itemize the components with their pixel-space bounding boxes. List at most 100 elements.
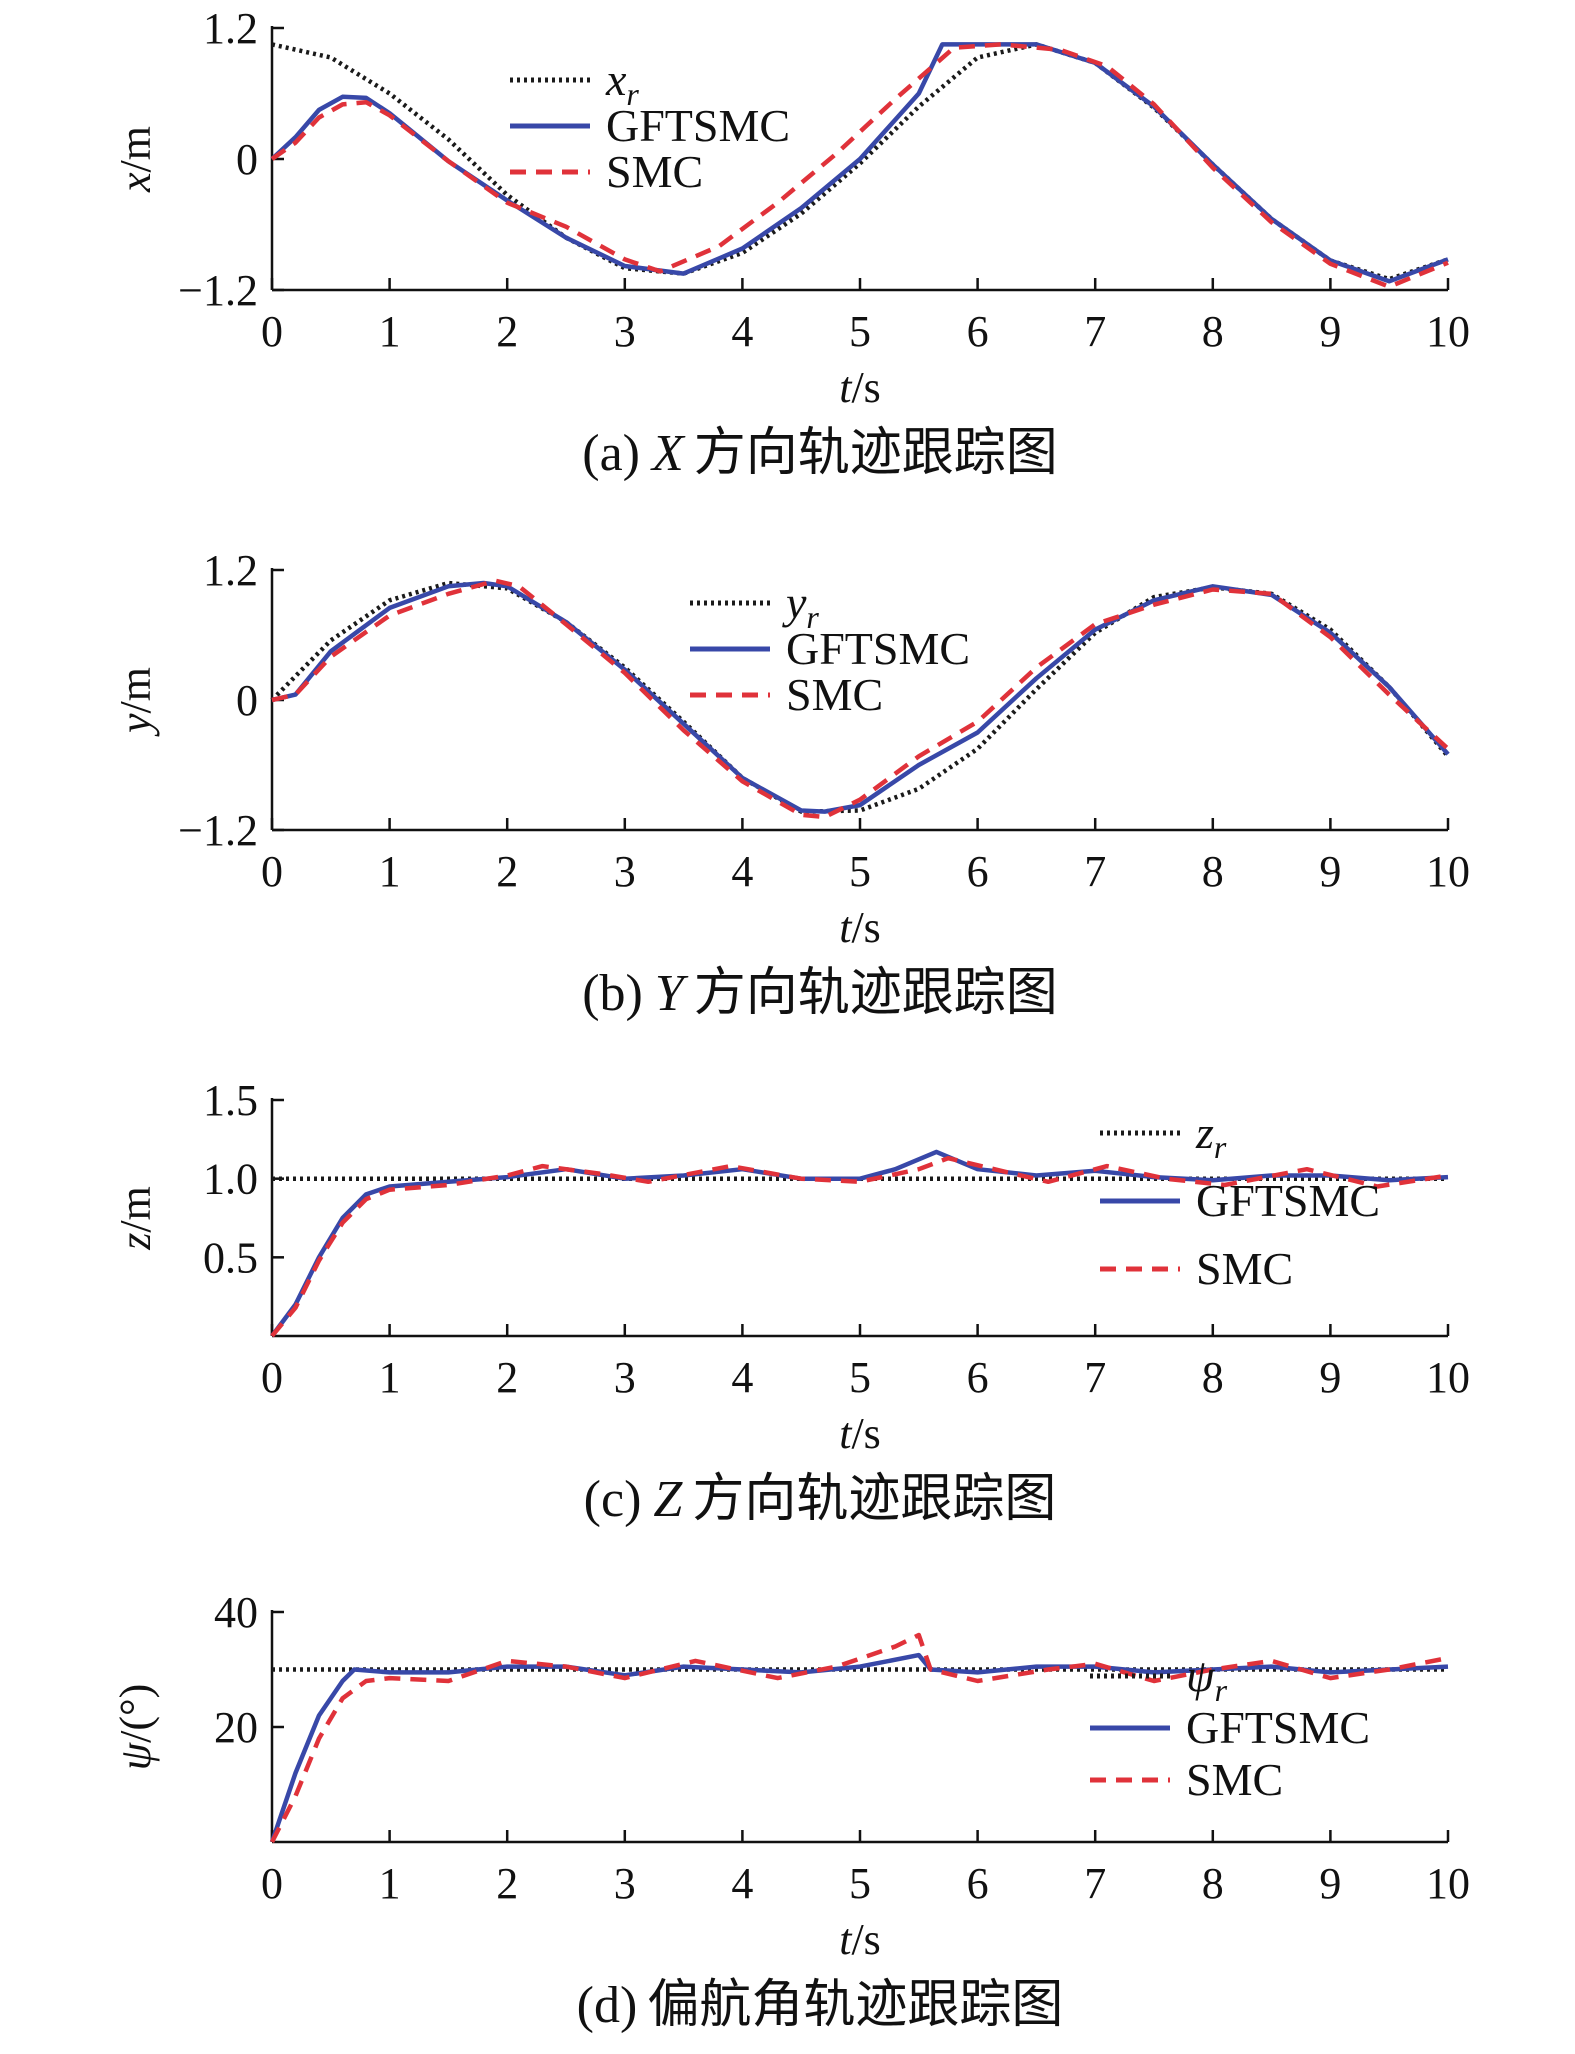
x-tick-label: 4	[731, 1353, 753, 1402]
legend-label-main: SMC	[606, 146, 703, 197]
legend-label-smc: SMC	[786, 669, 883, 720]
x-axis-label: t/s	[839, 903, 881, 952]
legend-label-main: y	[782, 577, 807, 628]
y-axis-var: ψ	[111, 1742, 160, 1770]
x-axis-var: t	[839, 903, 853, 952]
x-tick-label: 5	[849, 1859, 871, 1908]
y-tick-label: 0	[236, 135, 258, 184]
panel-caption: (c) Z 方向轨迹跟踪图	[584, 1471, 1057, 1528]
legend-label-subscript: r	[1214, 1129, 1227, 1165]
series-line-smc	[270, 42, 1449, 289]
y-axis-var: z	[111, 1233, 160, 1251]
legend-label-reference: xr	[605, 54, 639, 112]
legend-label-gftsmc: GFTSMC	[786, 623, 970, 674]
x-tick-label: 9	[1319, 847, 1341, 896]
y-axis-label: y/m	[111, 667, 160, 737]
panel-caption: (a) X 方向轨迹跟踪图	[582, 425, 1058, 482]
y-tick-label: 40	[214, 1588, 258, 1637]
caption-text: 偏航角轨迹跟踪图	[647, 1977, 1063, 2034]
x-tick-label: 10	[1426, 1353, 1470, 1402]
legend-label-main: z	[1195, 1107, 1214, 1158]
x-tick-label: 5	[849, 307, 871, 356]
x-tick-label: 2	[496, 1353, 518, 1402]
caption-prefix: (c)	[584, 1471, 642, 1528]
x-tick-label: 4	[731, 307, 753, 356]
legend-label-main: SMC	[786, 669, 883, 720]
x-tick-label: 7	[1084, 847, 1106, 896]
x-tick-label: 0	[261, 1859, 283, 1908]
caption-var: Z	[653, 1471, 683, 1528]
panel-caption: (b) Y 方向轨迹跟踪图	[582, 965, 1058, 1022]
x-axis-unit: /s	[851, 903, 880, 952]
x-tick-label: 7	[1084, 307, 1106, 356]
caption-var: Y	[655, 965, 689, 1022]
caption-text: 方向轨迹跟踪图	[694, 425, 1058, 482]
y-tick-label: 0	[236, 676, 258, 725]
x-axis-unit: /s	[851, 1409, 880, 1458]
legend-label-smc: SMC	[1186, 1754, 1283, 1805]
legend-label-subscript: r	[806, 599, 819, 635]
series-line-reference	[271, 42, 1449, 282]
x-tick-label: 1	[379, 307, 401, 356]
x-tick-label: 0	[261, 1353, 283, 1402]
legend-label-main: GFTSMC	[606, 100, 790, 151]
x-tick-label: 2	[496, 847, 518, 896]
y-tick-label: 1.5	[203, 1076, 258, 1125]
x-axis-label: t/s	[839, 1409, 881, 1458]
legend-label-main: GFTSMC	[1186, 1702, 1370, 1753]
x-axis-unit: /s	[851, 1915, 880, 1964]
x-tick-label: 1	[379, 1353, 401, 1402]
x-tick-label: 9	[1319, 307, 1341, 356]
x-tick-label: 2	[496, 1859, 518, 1908]
y-axis-var: x	[111, 172, 160, 193]
x-tick-label: 3	[614, 1353, 636, 1402]
x-tick-label: 6	[967, 307, 989, 356]
legend-label-main: ψ	[1186, 1650, 1216, 1701]
series-line-smc	[269, 1632, 1449, 1844]
panel-x-tracking: 0 1 2 3 4 5 6 7 8 9 10−1.201.2x/mt/s(a) X 方向轨迹跟踪图xrG…	[111, 4, 1470, 482]
x-tick-label: 9	[1319, 1353, 1341, 1402]
caption-var: X	[650, 425, 686, 482]
caption-prefix: (a)	[582, 425, 640, 482]
legend-label-main: SMC	[1196, 1243, 1293, 1294]
y-axis-var: y	[111, 713, 160, 737]
y-axis-unit: /m	[111, 1186, 160, 1232]
x-tick-label: 10	[1426, 1859, 1470, 1908]
y-axis-label: z/m	[111, 1186, 160, 1251]
x-tick-label: 5	[849, 847, 871, 896]
x-tick-label: 7	[1084, 1859, 1106, 1908]
x-tick-label: 4	[731, 847, 753, 896]
y-axis-unit: /m	[111, 126, 160, 172]
legend-label-main: SMC	[1186, 1754, 1283, 1805]
caption-prefix: (b)	[582, 965, 643, 1022]
x-tick-label: 3	[614, 307, 636, 356]
legend-label-subscript: r	[1215, 1672, 1228, 1708]
caption-text: 方向轨迹跟踪图	[694, 965, 1058, 1022]
series-line-gftsmc	[271, 580, 1450, 814]
x-axis-var: t	[839, 1915, 853, 1964]
x-tick-label: 10	[1426, 847, 1470, 896]
x-tick-label: 4	[731, 1859, 753, 1908]
legend-label-main: GFTSMC	[786, 623, 970, 674]
x-axis-label: t/s	[839, 363, 881, 412]
x-axis-label: t/s	[839, 1915, 881, 1964]
x-tick-label: 0	[261, 307, 283, 356]
legend-label-reference: yr	[782, 577, 819, 635]
legend-label-main: x	[605, 54, 627, 105]
x-tick-label: 8	[1202, 1859, 1224, 1908]
legend-label-reference: zr	[1195, 1107, 1227, 1165]
legend-label-subscript: r	[626, 76, 639, 112]
x-tick-label: 8	[1202, 307, 1224, 356]
y-tick-label: −1.2	[178, 266, 258, 315]
x-tick-label: 3	[614, 847, 636, 896]
y-axis-label: ψ/(°)	[111, 1684, 160, 1770]
legend-label-reference: ψr	[1186, 1650, 1228, 1708]
legend-label-gftsmc: GFTSMC	[1196, 1175, 1380, 1226]
y-tick-label: 1.2	[203, 4, 258, 53]
y-tick-label: 20	[214, 1703, 258, 1752]
x-tick-label: 6	[967, 847, 989, 896]
x-tick-label: 8	[1202, 1353, 1224, 1402]
x-tick-label: 2	[496, 307, 518, 356]
